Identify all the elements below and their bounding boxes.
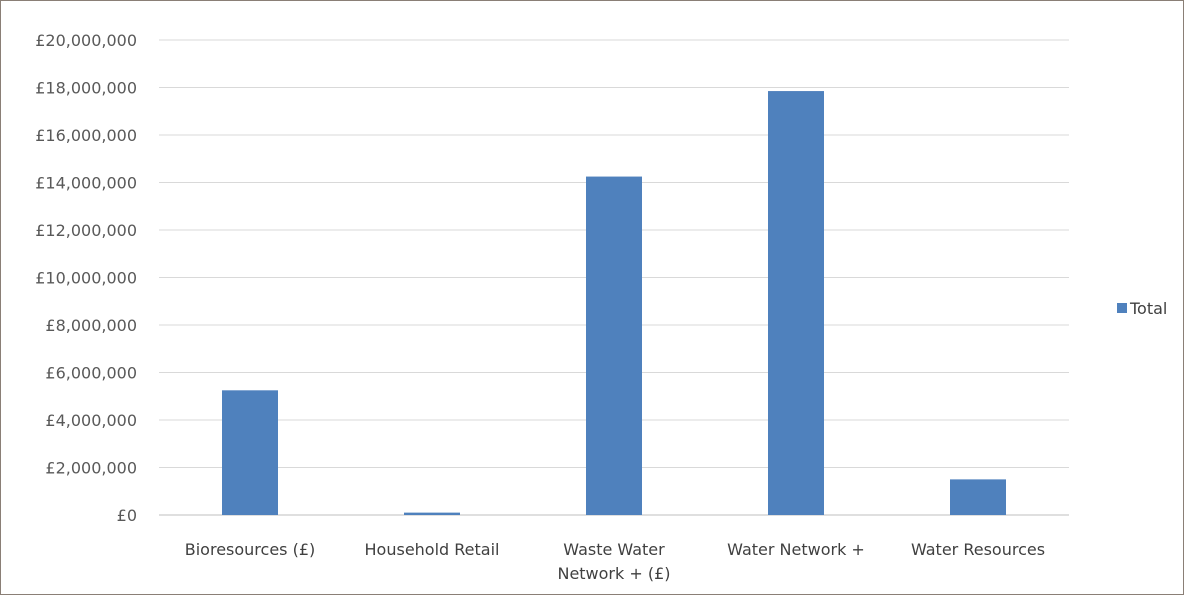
y-tick-label: £2,000,000 bbox=[45, 459, 137, 478]
legend-label: Total bbox=[1129, 299, 1167, 318]
y-tick-label: £12,000,000 bbox=[35, 221, 137, 240]
y-tick-label: £14,000,000 bbox=[35, 174, 137, 193]
x-category-label: Network + (£) bbox=[557, 564, 670, 583]
x-category-label: Water Network + bbox=[727, 540, 865, 559]
bars bbox=[222, 91, 1006, 515]
x-category-label: Bioresources (£) bbox=[185, 540, 316, 559]
y-tick-label: £18,000,000 bbox=[35, 79, 137, 98]
y-tick-label: £4,000,000 bbox=[45, 411, 137, 430]
bar bbox=[586, 177, 642, 515]
y-tick-label: £20,000,000 bbox=[35, 31, 137, 50]
bar bbox=[222, 390, 278, 515]
bar bbox=[404, 513, 460, 515]
x-category-label: Household Retail bbox=[365, 540, 500, 559]
y-tick-label: £16,000,000 bbox=[35, 126, 137, 145]
x-category-label: Water Resources bbox=[911, 540, 1045, 559]
bar bbox=[768, 91, 824, 515]
x-axis-category-labels: Bioresources (£) Household Retail Waste Wa… bbox=[185, 540, 1045, 583]
bar bbox=[950, 479, 1006, 515]
legend: Total bbox=[1117, 299, 1167, 318]
y-tick-label: £10,000,000 bbox=[35, 269, 137, 288]
x-category-label: Waste Water bbox=[563, 540, 665, 559]
legend-swatch bbox=[1117, 303, 1127, 313]
y-tick-label: £0 bbox=[117, 506, 137, 525]
y-axis-tick-labels: £0 £2,000,000 £4,000,000 £6,000,000 £8,000,0… bbox=[35, 31, 137, 525]
y-tick-label: £8,000,000 bbox=[45, 316, 137, 335]
y-tick-label: £6,000,000 bbox=[45, 364, 137, 383]
